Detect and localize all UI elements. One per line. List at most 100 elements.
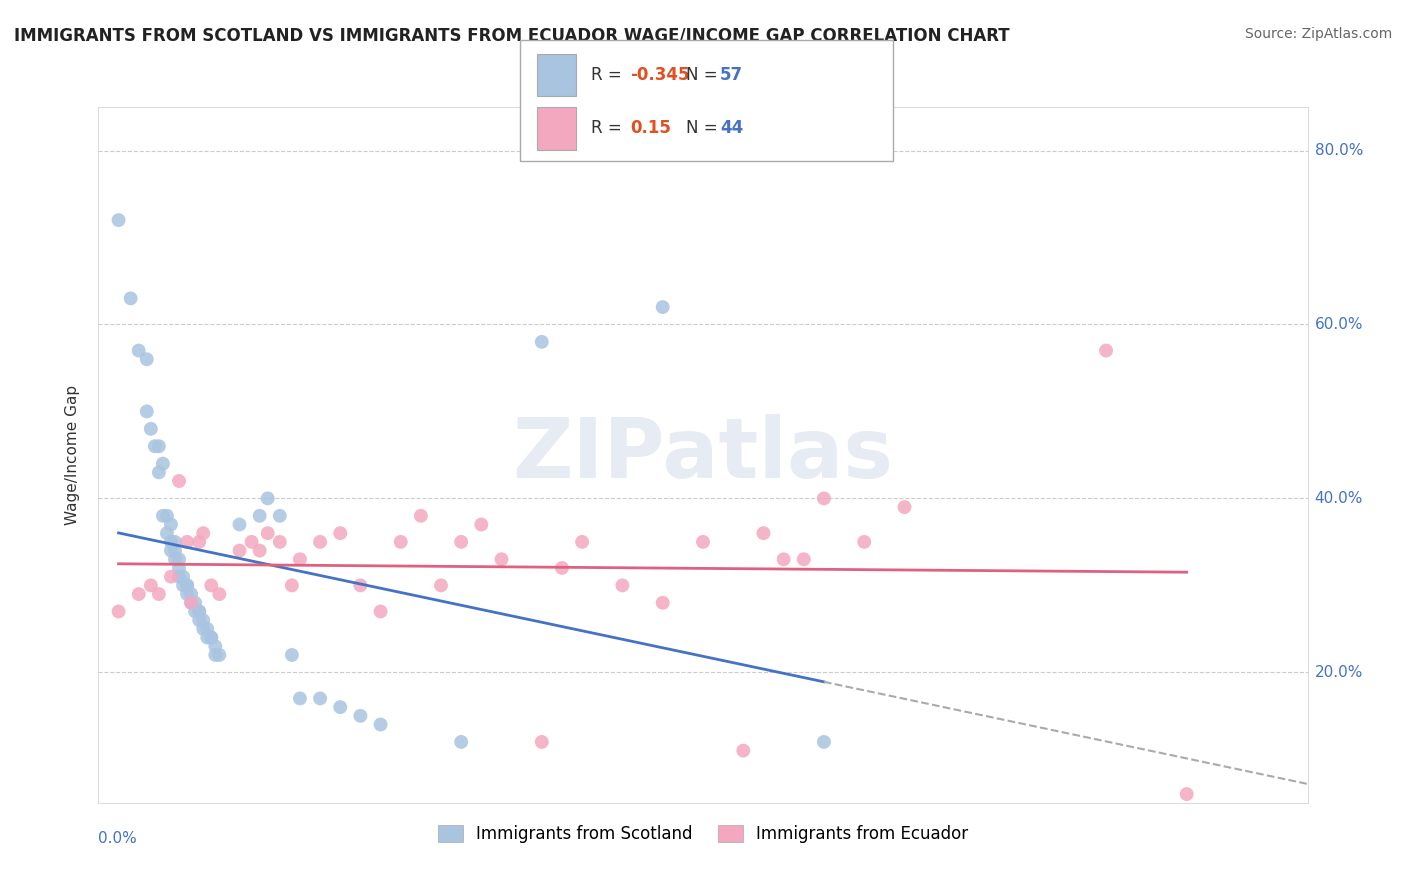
Point: [107, 213, 129, 227]
Point: [288, 552, 311, 566]
Point: [349, 578, 371, 592]
Point: [128, 587, 150, 601]
Point: [148, 439, 170, 453]
Point: [733, 744, 755, 758]
Point: [160, 517, 183, 532]
Text: R =: R =: [591, 66, 627, 84]
Point: [180, 596, 202, 610]
Text: 0.0%: 0.0%: [98, 830, 138, 846]
Point: [491, 552, 513, 566]
Point: [204, 639, 226, 653]
Text: 40.0%: 40.0%: [1315, 491, 1362, 506]
Point: [184, 605, 207, 619]
Point: [139, 578, 162, 592]
Point: [208, 587, 231, 601]
Point: [148, 587, 170, 601]
Point: [288, 691, 311, 706]
Point: [370, 605, 392, 619]
Y-axis label: Wage/Income Gap: Wage/Income Gap: [65, 384, 80, 525]
Point: [813, 735, 835, 749]
Point: [188, 605, 211, 619]
Point: [349, 708, 371, 723]
Point: [389, 534, 412, 549]
Point: [329, 526, 352, 541]
Text: N =: N =: [686, 66, 723, 84]
Point: [143, 439, 166, 453]
Point: [430, 578, 453, 592]
Point: [256, 526, 278, 541]
Point: [163, 552, 186, 566]
Point: [240, 534, 263, 549]
Point: [200, 631, 222, 645]
Point: [156, 508, 179, 523]
Point: [204, 648, 226, 662]
Text: Source: ZipAtlas.com: Source: ZipAtlas.com: [1244, 27, 1392, 41]
Point: [1095, 343, 1118, 358]
Text: N =: N =: [686, 120, 723, 137]
Point: [470, 517, 492, 532]
Point: [409, 508, 432, 523]
Point: [208, 648, 231, 662]
Point: [651, 300, 673, 314]
Point: [176, 534, 198, 549]
Point: [893, 500, 915, 514]
Point: [120, 291, 142, 305]
Point: [530, 735, 553, 749]
Point: [269, 534, 291, 549]
Text: -0.345: -0.345: [630, 66, 689, 84]
Point: [172, 570, 194, 584]
Text: 57: 57: [720, 66, 742, 84]
Text: IMMIGRANTS FROM SCOTLAND VS IMMIGRANTS FROM ECUADOR WAGE/INCOME GAP CORRELATION : IMMIGRANTS FROM SCOTLAND VS IMMIGRANTS F…: [14, 27, 1010, 45]
Legend: Immigrants from Scotland, Immigrants from Ecuador: Immigrants from Scotland, Immigrants fro…: [432, 819, 974, 850]
Point: [269, 508, 291, 523]
Point: [193, 613, 215, 627]
Point: [188, 613, 211, 627]
Point: [160, 534, 183, 549]
Point: [195, 631, 218, 645]
Point: [612, 578, 634, 592]
Point: [193, 526, 215, 541]
Point: [160, 570, 183, 584]
Point: [370, 717, 392, 731]
Point: [167, 561, 190, 575]
Point: [651, 596, 673, 610]
Point: [135, 404, 157, 418]
Point: [200, 631, 222, 645]
Point: [309, 691, 332, 706]
Point: [163, 543, 186, 558]
Point: [163, 534, 186, 549]
Point: [176, 578, 198, 592]
Point: [139, 422, 162, 436]
Point: [281, 648, 304, 662]
Point: [571, 534, 593, 549]
Text: R =: R =: [591, 120, 627, 137]
Point: [152, 457, 174, 471]
Point: [692, 534, 714, 549]
Point: [176, 578, 198, 592]
Point: [167, 570, 190, 584]
Point: [135, 352, 157, 367]
Point: [160, 543, 183, 558]
Point: [249, 543, 271, 558]
Point: [813, 491, 835, 506]
Point: [309, 534, 332, 549]
Point: [329, 700, 352, 714]
Point: [228, 517, 250, 532]
Point: [176, 587, 198, 601]
Text: ZIPatlas: ZIPatlas: [513, 415, 893, 495]
Point: [195, 622, 218, 636]
Point: [188, 534, 211, 549]
Point: [184, 596, 207, 610]
Point: [200, 578, 222, 592]
Point: [152, 508, 174, 523]
Point: [530, 334, 553, 349]
Point: [188, 605, 211, 619]
Point: [156, 526, 179, 541]
Point: [193, 622, 215, 636]
Point: [772, 552, 794, 566]
Point: [167, 552, 190, 566]
Text: 0.15: 0.15: [630, 120, 671, 137]
Point: [853, 534, 876, 549]
Point: [228, 543, 250, 558]
Point: [1175, 787, 1198, 801]
